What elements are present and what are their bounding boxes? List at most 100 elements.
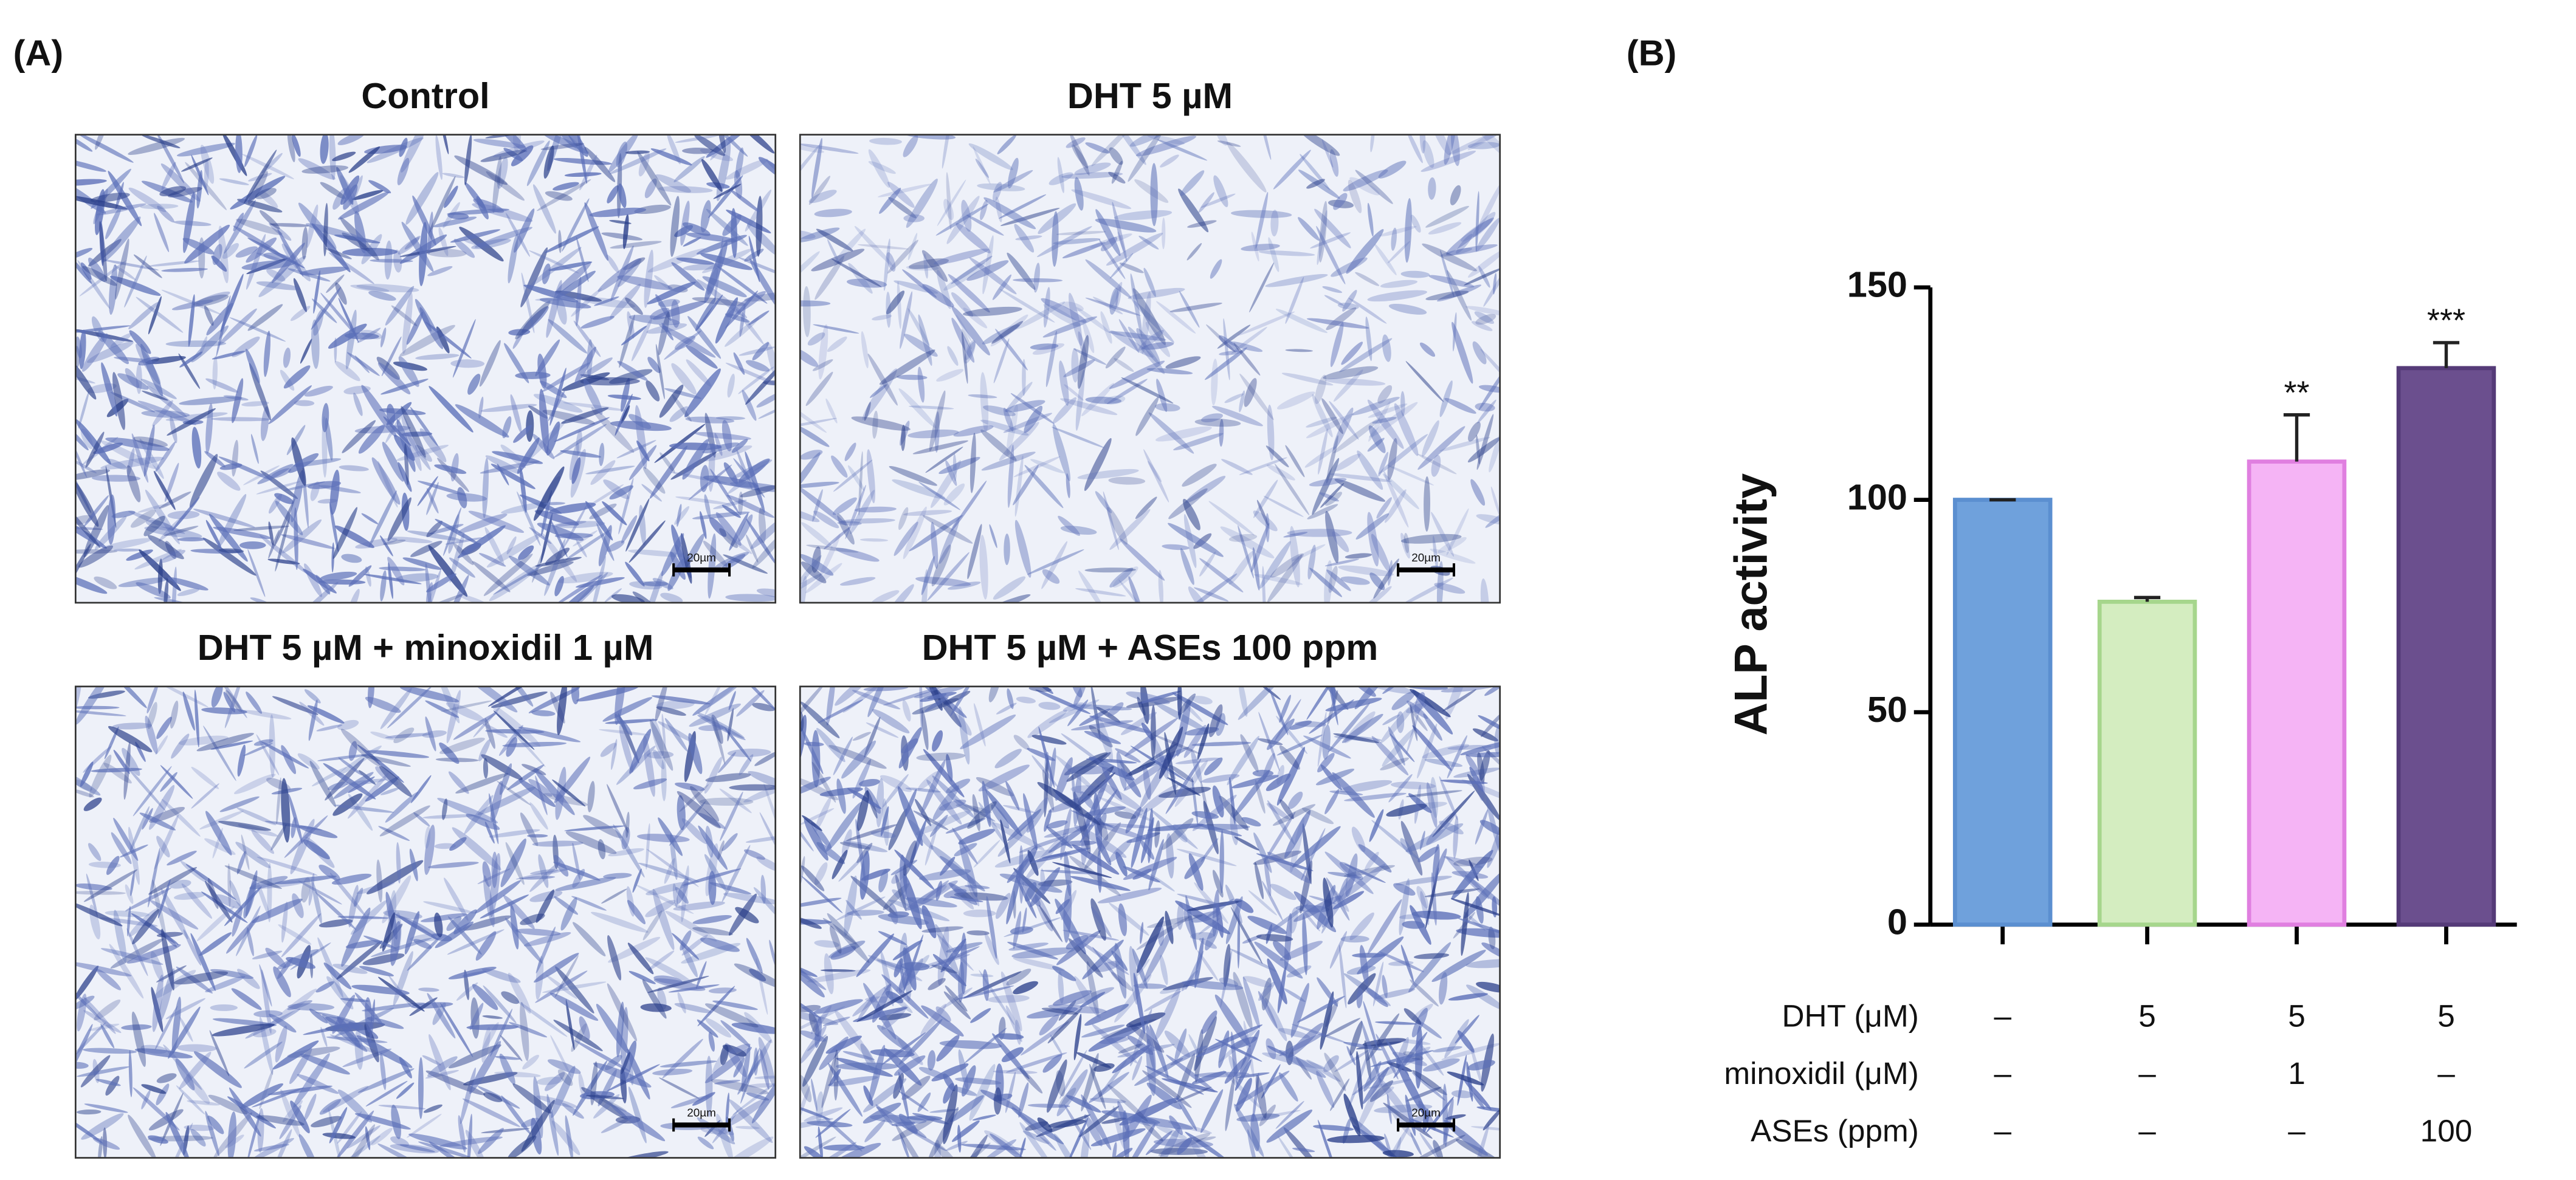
cell (464, 686, 518, 713)
cell (1405, 790, 1462, 797)
cell (1338, 565, 1394, 577)
cell (1015, 1020, 1021, 1045)
cell (1475, 314, 1496, 325)
cell (1093, 1063, 1115, 1072)
cell (959, 706, 970, 765)
cell (133, 254, 162, 278)
cell (878, 869, 888, 893)
cell (437, 798, 498, 823)
cell (991, 804, 1010, 829)
cell (124, 255, 147, 308)
cell (1380, 757, 1410, 770)
cell (249, 363, 271, 420)
cell (856, 990, 913, 1022)
cell (1230, 948, 1277, 972)
cell (205, 520, 222, 549)
cell (888, 197, 917, 219)
cell (740, 1048, 760, 1104)
cell (1175, 757, 1221, 764)
cell (340, 729, 380, 767)
cell (338, 191, 390, 220)
cell (256, 481, 301, 495)
cell (659, 1077, 700, 1099)
cell (235, 246, 258, 258)
micrograph (800, 134, 1500, 603)
cell (1317, 210, 1328, 266)
cell (187, 1100, 220, 1106)
cell (1060, 526, 1097, 535)
cell (259, 964, 272, 1007)
cell (848, 465, 865, 491)
cell (316, 724, 343, 732)
cell (836, 778, 846, 814)
cell (527, 834, 548, 838)
y-axis-label: ALP activity (1726, 473, 1777, 736)
cell (1475, 896, 1484, 924)
cell (1356, 1051, 1363, 1110)
cell (156, 835, 170, 858)
cell (1108, 476, 1146, 485)
cell (241, 260, 297, 270)
cell (1135, 135, 1197, 157)
cell (1329, 931, 1347, 969)
cell (75, 248, 93, 260)
cell (483, 1092, 503, 1102)
cell (290, 306, 311, 321)
cell (409, 848, 418, 882)
cell (520, 247, 548, 307)
cell (1275, 1100, 1304, 1129)
cell (1440, 250, 1455, 297)
cell (534, 768, 575, 815)
cell (1431, 950, 1486, 982)
cell (954, 843, 977, 857)
cell (284, 815, 328, 858)
cell (1400, 391, 1405, 416)
cell (1267, 958, 1287, 1004)
cell (149, 784, 175, 830)
cell (387, 686, 433, 729)
cell (571, 896, 607, 911)
cell (1126, 761, 1156, 777)
cell (289, 1047, 312, 1085)
cell (345, 309, 357, 369)
cell (387, 497, 412, 541)
cell (227, 1111, 236, 1158)
cell (82, 1048, 137, 1054)
cell (943, 888, 967, 899)
cell (1158, 787, 1211, 798)
cell (864, 1119, 886, 1142)
cell (81, 1113, 124, 1140)
cell (1025, 832, 1067, 880)
cell (1453, 815, 1459, 859)
cell (1004, 533, 1010, 565)
cell (336, 940, 383, 980)
cell (1178, 693, 1196, 716)
cell (105, 1075, 120, 1096)
cell (1201, 413, 1223, 422)
cell (407, 934, 443, 971)
cell (418, 987, 439, 992)
cell (966, 930, 990, 936)
cell (833, 736, 853, 775)
cell (547, 1059, 581, 1074)
cell (585, 465, 635, 475)
cell (448, 771, 469, 794)
cell (621, 326, 647, 346)
cell (925, 447, 963, 473)
cell (542, 981, 607, 993)
cell (210, 1004, 238, 1011)
cell (704, 756, 723, 794)
cell (413, 939, 432, 949)
cell (376, 859, 383, 903)
cell (1391, 227, 1397, 251)
treatment-value: 100 (2420, 1114, 2473, 1148)
cell (492, 156, 502, 213)
cell (921, 710, 929, 750)
cell (1228, 533, 1258, 542)
cell (710, 145, 723, 160)
cell (538, 854, 549, 888)
cell (1259, 134, 1272, 160)
cell (1382, 714, 1400, 725)
cell (1066, 752, 1111, 782)
cell (142, 390, 168, 401)
